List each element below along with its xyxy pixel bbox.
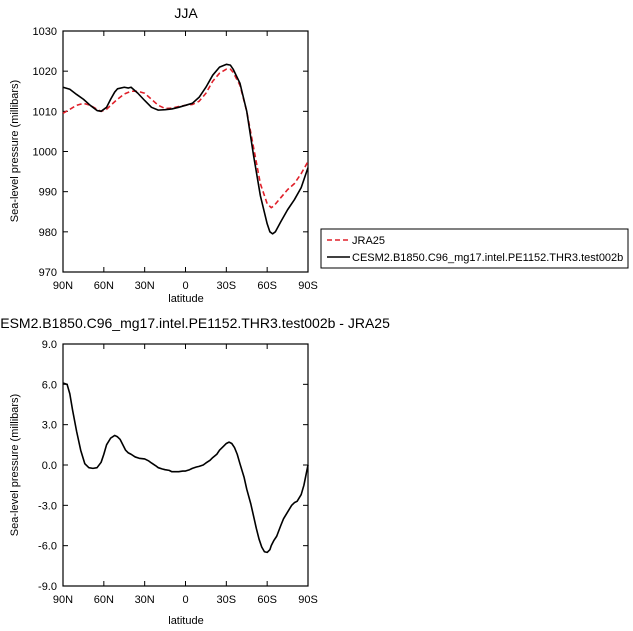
top-series-line-0 (62, 68, 309, 209)
chart-top-y-label: Sea-level pressure (millibars) (9, 80, 21, 222)
chart-top: JJA 970 980 990 1000 1010 1020 1030 90N 60N 30N 0… (9, 5, 318, 305)
chart-top-plot-frame (62, 30, 309, 273)
bot-ytick-label: 9.0 (42, 339, 57, 351)
bot-xtick-label: 90S (298, 594, 318, 606)
top-ytick-label: 1020 (33, 66, 57, 78)
bot-xtick-label: 60S (257, 594, 277, 606)
bot-ytick-label: -6.0 (38, 541, 57, 553)
legend-label-cesm2: CESM2.B1850.C96_mg17.intel.PE1152.THR3.t… (352, 252, 623, 264)
chart-top-series (62, 63, 309, 235)
top-ytick-label: 1000 (33, 147, 57, 159)
bot-xtick-label: 30N (135, 594, 155, 606)
bot-ytick-label: -9.0 (38, 581, 57, 593)
top-xtick-label: 30S (217, 280, 237, 292)
bot-ytick-label: -3.0 (38, 500, 57, 512)
bot-xtick-label: 60N (94, 594, 114, 606)
top-ytick-label: 970 (39, 267, 57, 279)
chart-top-x-axis: 90N 60N 30N 0 30S 60S 90S (53, 31, 318, 292)
bot-series-line-0 (62, 382, 309, 554)
chart-top-x-label: latitude (168, 293, 203, 305)
chart-top-y-axis: 970 980 990 1000 1010 1020 1030 (33, 26, 308, 279)
chart-bottom: CESM2.B1850.C96_mg17.intel.PE1152.THR3.t… (0, 315, 390, 627)
top-ytick-label: 1010 (33, 106, 57, 118)
chart-bottom-x-label: latitude (168, 615, 203, 627)
top-xtick-label: 30N (135, 280, 155, 292)
legend-label-jra25: JRA25 (352, 235, 385, 247)
top-ytick-label: 980 (39, 227, 57, 239)
bot-xtick-label: 30S (217, 594, 237, 606)
bot-xtick-label: 0 (182, 594, 188, 606)
chart-bottom-title: CESM2.B1850.C96_mg17.intel.PE1152.THR3.t… (0, 315, 390, 331)
top-ytick-label: 1030 (33, 26, 57, 38)
bot-xtick-label: 90N (53, 594, 73, 606)
chart-top-title: JJA (174, 5, 198, 21)
top-series-line-1 (62, 63, 309, 235)
chart-bottom-y-label: Sea-level pressure (millibars) (9, 394, 21, 536)
chart-bottom-y-axis: -9.0 -6.0 -3.0 0.0 3.0 6.0 9.0 (38, 339, 308, 593)
chart-bottom-series (62, 382, 309, 554)
bot-ytick-label: 3.0 (42, 420, 57, 432)
top-xtick-label: 90N (53, 280, 73, 292)
top-xtick-label: 90S (298, 280, 318, 292)
top-xtick-label: 0 (182, 280, 188, 292)
chart-bottom-x-axis: 90N 60N 30N 0 30S 60S 90S (53, 344, 318, 606)
top-ytick-label: 990 (39, 187, 57, 199)
top-xtick-label: 60S (257, 280, 277, 292)
legend-box (320, 228, 629, 269)
top-xtick-label: 60N (94, 280, 114, 292)
bot-ytick-label: 6.0 (42, 379, 57, 391)
legend: JRA25 CESM2.B1850.C96_mg17.intel.PE1152.… (320, 228, 629, 269)
bot-ytick-label: 0.0 (42, 460, 57, 472)
